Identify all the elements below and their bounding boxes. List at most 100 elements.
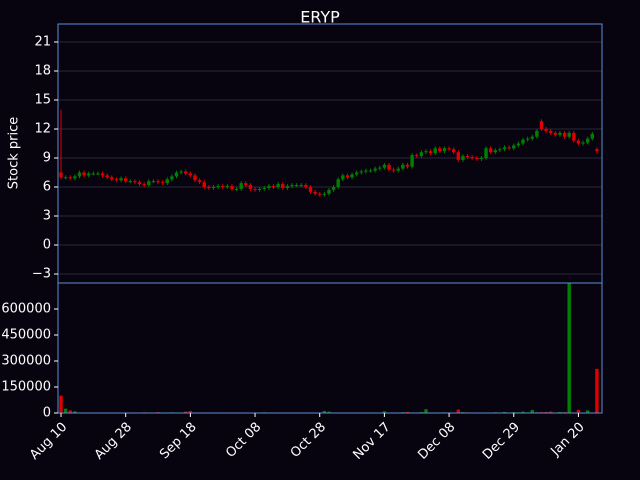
candle-body bbox=[110, 177, 114, 180]
candle-body bbox=[521, 139, 525, 144]
volume-bar bbox=[502, 411, 507, 413]
candle-body bbox=[257, 188, 262, 190]
candle-body bbox=[294, 185, 299, 187]
candle-body bbox=[585, 138, 590, 143]
candle-body bbox=[368, 170, 373, 172]
volume-bar bbox=[424, 409, 428, 413]
candle-body bbox=[378, 167, 382, 169]
candle-body bbox=[234, 188, 239, 190]
volume-bar bbox=[184, 411, 188, 413]
candle-body bbox=[105, 175, 109, 178]
volume-bar bbox=[63, 408, 68, 413]
y-tick-label: 6 bbox=[43, 179, 51, 194]
candle-body bbox=[396, 168, 400, 171]
candle-body bbox=[581, 142, 585, 144]
candle-body bbox=[82, 172, 86, 176]
volume-frame bbox=[57, 282, 603, 414]
y-tick-label: 21 bbox=[34, 34, 51, 49]
volume-bar bbox=[188, 410, 193, 413]
volume-tick-label: 600000 bbox=[1, 302, 51, 317]
candle-body bbox=[516, 143, 521, 146]
candle-body bbox=[142, 184, 146, 186]
volume-bar bbox=[567, 283, 571, 413]
candle-body bbox=[290, 185, 294, 187]
candle-body bbox=[433, 148, 437, 154]
candle-body bbox=[488, 148, 493, 153]
volume-bar bbox=[322, 410, 327, 413]
volume-bar bbox=[327, 411, 331, 413]
candle-body bbox=[262, 187, 266, 189]
candle-body bbox=[308, 186, 313, 192]
candle-body bbox=[63, 177, 68, 179]
candle-body bbox=[202, 182, 206, 187]
y-axis-label: Stock price bbox=[7, 117, 22, 189]
volume-tick-label: 0 bbox=[43, 406, 51, 421]
grid bbox=[58, 41, 602, 275]
candle-body bbox=[479, 157, 484, 159]
volume-bar bbox=[405, 411, 410, 413]
candle-body bbox=[253, 188, 257, 190]
candle-body bbox=[507, 147, 511, 149]
candle-body bbox=[465, 156, 470, 158]
candle-body bbox=[535, 130, 539, 137]
candle-body bbox=[364, 170, 368, 172]
candle-body bbox=[193, 175, 197, 181]
candle-body bbox=[179, 171, 183, 173]
candle-body bbox=[216, 186, 220, 188]
candle-body bbox=[553, 132, 558, 135]
candle-body bbox=[576, 140, 581, 144]
candle-body bbox=[456, 152, 461, 160]
volume-bar bbox=[576, 409, 581, 413]
volume-bar bbox=[456, 409, 461, 413]
candle-body bbox=[174, 172, 179, 177]
candle-body bbox=[276, 184, 280, 187]
candle-body bbox=[123, 178, 128, 182]
candle-body bbox=[184, 171, 188, 174]
candle-body bbox=[428, 151, 433, 154]
candle-body bbox=[128, 181, 132, 183]
candle-body bbox=[188, 173, 193, 176]
candle-body bbox=[442, 148, 447, 152]
volume-bar bbox=[382, 411, 387, 413]
volume-bar bbox=[530, 409, 534, 413]
volume-tick-label: 450000 bbox=[1, 328, 51, 343]
volume-bar bbox=[585, 410, 590, 413]
candle-body bbox=[387, 164, 391, 170]
volume-bar bbox=[68, 410, 72, 413]
candle-body bbox=[373, 168, 377, 171]
candle-body bbox=[211, 186, 216, 188]
candle-body bbox=[530, 136, 534, 139]
candle-body bbox=[170, 176, 174, 180]
candle-body bbox=[133, 181, 137, 183]
candle-body bbox=[59, 172, 63, 178]
candle-body bbox=[354, 172, 359, 175]
candle-body bbox=[147, 181, 151, 186]
candle-body bbox=[595, 149, 599, 152]
candle-body bbox=[539, 121, 544, 129]
candle-body bbox=[424, 151, 428, 153]
y-tick-label: 12 bbox=[34, 121, 51, 136]
y-tick-label: 3 bbox=[43, 209, 51, 224]
candle-body bbox=[137, 182, 142, 185]
volume-bar bbox=[521, 411, 525, 413]
candle-body bbox=[318, 193, 322, 195]
candle-body bbox=[562, 132, 567, 137]
candle-body bbox=[452, 149, 456, 153]
candle-body bbox=[525, 138, 530, 140]
candle-body bbox=[345, 175, 350, 178]
candle-body bbox=[239, 183, 243, 189]
candle-body bbox=[114, 179, 119, 181]
candle-body bbox=[415, 155, 419, 157]
candle-body bbox=[96, 173, 100, 175]
chart-title: ERYP bbox=[300, 8, 340, 27]
candle-body bbox=[230, 186, 234, 189]
volume-bar bbox=[544, 411, 548, 413]
candle-body bbox=[119, 178, 123, 181]
candle-body bbox=[156, 181, 160, 183]
candle-body bbox=[100, 173, 105, 176]
candle-body bbox=[359, 171, 363, 173]
candle-body bbox=[493, 150, 497, 153]
candle-body bbox=[447, 148, 451, 150]
